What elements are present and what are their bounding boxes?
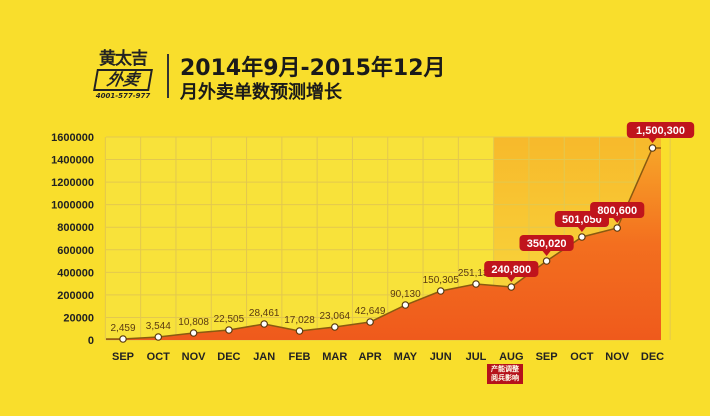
x-tick-label: SEP — [112, 351, 134, 363]
data-label: 1,500,300 — [636, 125, 685, 137]
data-point — [507, 283, 516, 291]
y-tick-label: 200000 — [57, 290, 94, 302]
logo-phone: 4001-577-977 — [95, 92, 151, 100]
page-title: 2014年9月-2015年12月 — [180, 56, 446, 81]
x-tick-label: DEC — [217, 351, 240, 363]
y-tick-label: 1400000 — [51, 155, 94, 167]
data-label: 23,064 — [320, 311, 351, 322]
x-tick-label: FEB — [289, 351, 311, 363]
x-tick-label: AUG — [499, 351, 523, 363]
data-label: 28,461 — [249, 308, 280, 319]
y-tick-label: 20000 — [63, 312, 94, 324]
data-label: 42,649 — [355, 306, 386, 317]
y-tick-label: 1200000 — [51, 177, 94, 189]
x-tick-label: OCT — [147, 351, 171, 363]
x-tick-label: NOV — [182, 351, 207, 363]
data-point — [436, 287, 445, 295]
y-tick-label: 1000000 — [51, 200, 94, 212]
data-point — [648, 144, 657, 152]
x-tick-label: NOV — [605, 351, 630, 363]
x-tick-label: OCT — [570, 351, 594, 363]
y-tick-label: 600000 — [57, 245, 94, 257]
data-label-pointer — [648, 138, 657, 143]
note-line-1: 产能调整 — [491, 365, 519, 373]
y-tick-label: 400000 — [57, 267, 94, 279]
x-tick-label: MAR — [322, 351, 347, 363]
x-tick-label: SEP — [536, 351, 558, 363]
x-tick-label: JUN — [430, 351, 452, 363]
logo-brand: 黄太吉 — [99, 49, 148, 69]
data-label: 90,130 — [390, 289, 421, 300]
page-subtitle: 月外卖单数预测增长 — [180, 82, 342, 103]
y-tick-label: 1600000 — [51, 132, 94, 144]
series-line — [106, 147, 661, 340]
data-point — [472, 280, 480, 288]
data-label-badge — [519, 235, 574, 251]
data-point — [295, 327, 304, 335]
annotation-note: 产能调整 阅兵影响 — [487, 364, 523, 384]
x-tick-label: MAY — [394, 351, 418, 363]
data-label: 3,544 — [146, 321, 171, 332]
data-label: 22,505 — [214, 314, 245, 325]
data-label-badge — [590, 202, 645, 218]
data-label: 350,020 — [527, 238, 567, 250]
header-divider — [167, 54, 169, 98]
data-label: 240,800 — [491, 264, 531, 276]
x-tick-label: JAN — [253, 351, 275, 363]
data-label-pointer — [577, 227, 586, 232]
note-line-2: 阅兵影响 — [491, 374, 519, 382]
data-label-pointer — [507, 277, 516, 282]
data-label: 2,459 — [110, 323, 135, 334]
data-label-badge — [626, 122, 695, 138]
data-label-pointer — [613, 218, 622, 223]
data-point — [119, 335, 127, 343]
data-label: 251,139 — [458, 268, 495, 279]
data-point — [154, 333, 163, 341]
x-tick-label: DEC — [641, 351, 664, 363]
data-point — [401, 301, 410, 309]
data-label: 10,808 — [178, 317, 209, 328]
data-point — [366, 318, 374, 326]
data-point — [542, 257, 551, 265]
data-point — [578, 233, 586, 241]
logo: 黄太吉 外卖 4001-577-977 — [92, 50, 154, 101]
data-label: 17,028 — [284, 315, 315, 326]
data-label: 150,305 — [423, 275, 460, 286]
x-tick-label: JUL — [466, 351, 487, 363]
y-tick-label: 800000 — [57, 222, 94, 234]
data-label-pointer — [542, 251, 551, 256]
data-point — [613, 224, 622, 232]
x-tick-label: APR — [358, 351, 381, 363]
data-label-badge — [484, 261, 539, 277]
area-fill — [106, 148, 661, 340]
data-point — [260, 320, 269, 328]
data-point — [330, 323, 339, 331]
y-tick-label: 0 — [88, 335, 94, 347]
data-point — [189, 329, 198, 337]
data-point — [225, 326, 233, 334]
data-label: 800,600 — [597, 205, 637, 217]
